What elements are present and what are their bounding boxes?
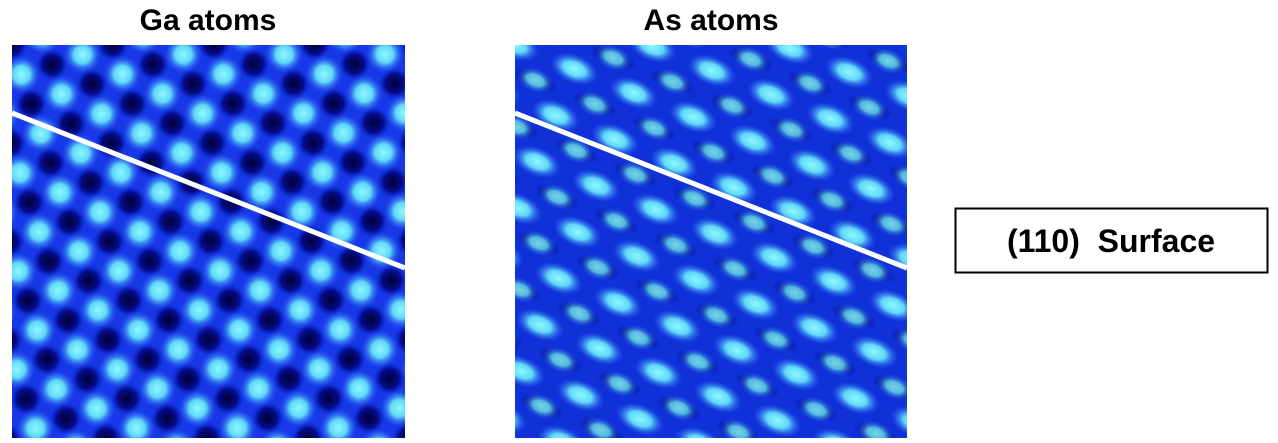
- panel-title: As atoms: [643, 4, 778, 37]
- surface-label: (110) Surface: [1007, 223, 1215, 259]
- ga-image: [12, 45, 405, 438]
- panel-title: Ga atoms: [140, 4, 277, 37]
- as-image: [515, 45, 907, 438]
- figure: Ga atoms As atoms (110) Surface: [0, 0, 1278, 438]
